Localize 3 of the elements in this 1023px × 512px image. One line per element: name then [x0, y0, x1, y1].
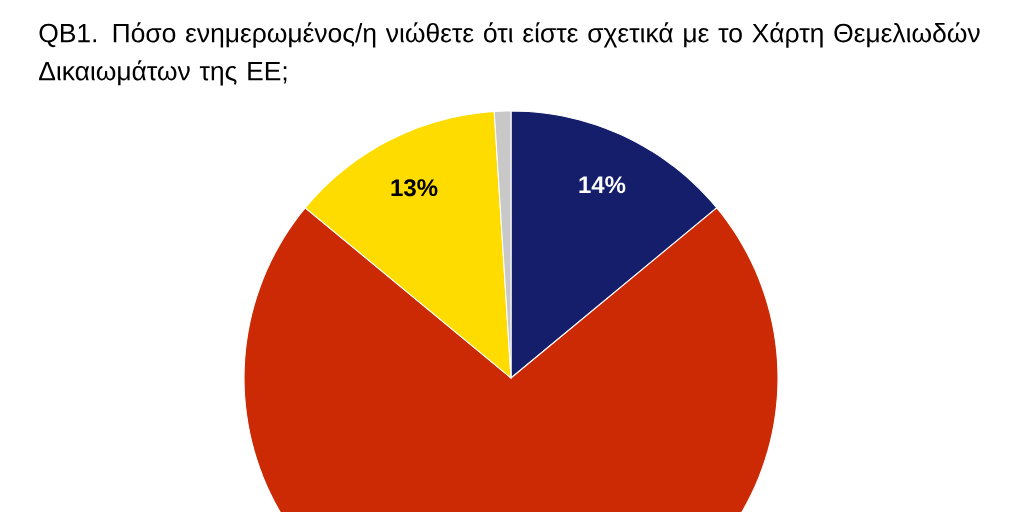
data-label: 13% [391, 179, 438, 197]
chart-title: QB1. Πόσο ενημερωμένος/η νιώθετε ότι είστε σχετικά με το Χάρτη Θεμελιωδών Δικαιωμάτων της ΕΕ; [39, 22, 980, 86]
data-label: 14% [579, 176, 626, 194]
